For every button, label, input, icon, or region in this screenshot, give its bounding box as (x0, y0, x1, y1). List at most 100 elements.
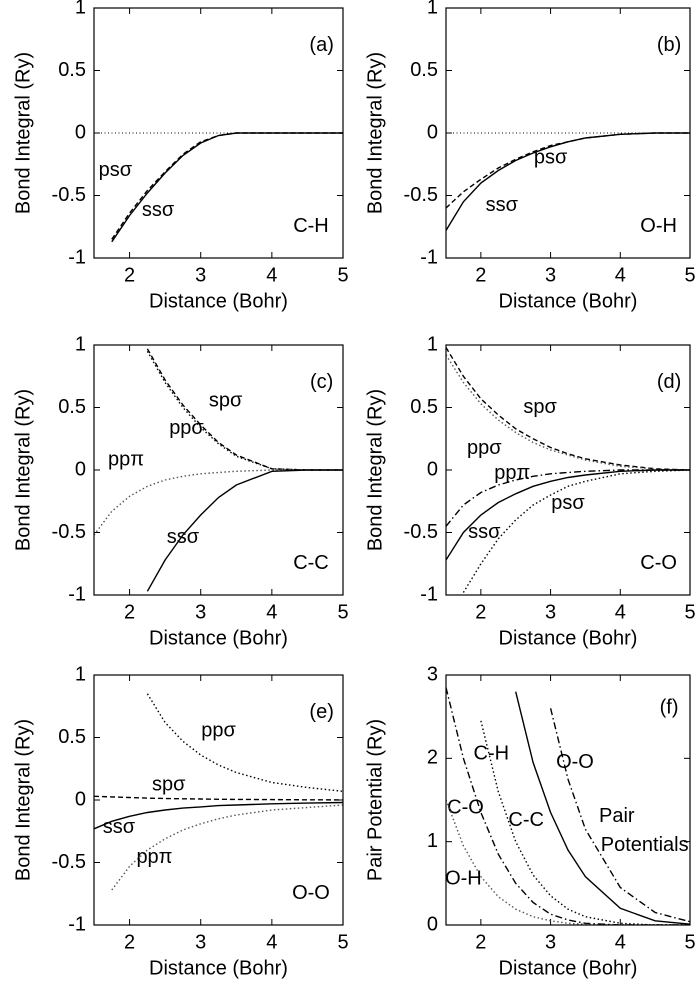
y-tick-label: -1 (420, 583, 438, 605)
curve-label: psσ (534, 146, 568, 168)
x-tick-label: 2 (124, 264, 135, 286)
annotation: (f) (660, 697, 679, 719)
curve-label: spσ (152, 773, 186, 795)
annotation: C-C (293, 552, 329, 574)
y-tick-label: 0.5 (410, 396, 438, 418)
panel: -1 -0.5 0 0.5 1 2 3 4 5 Distance (Bohr) Bond Integ… (12, 333, 348, 649)
y-tick-label: 0 (427, 458, 438, 480)
x-tick-label: 3 (195, 601, 206, 623)
x-tick-label: 3 (195, 264, 206, 286)
curve (515, 691, 690, 925)
curve-label: ssσ (468, 521, 501, 543)
curve-label: ssσ (167, 526, 200, 548)
x-tick-label: 4 (615, 931, 626, 953)
x-tick-label: 5 (337, 931, 348, 953)
curve-label: ssσ (486, 194, 519, 216)
x-tick-label: 5 (337, 264, 348, 286)
y-tick-label: 1 (427, 333, 438, 355)
y-tick-label: 3 (427, 663, 438, 685)
y-tick-label: -0.5 (52, 521, 86, 543)
annotation: Potentials (601, 834, 689, 856)
panel: -1 -0.5 0 0.5 1 2 3 4 5 Distance (Bohr) Bond Integ… (364, 0, 695, 312)
y-axis-label: Pair Potential (Ry) (364, 719, 386, 881)
y-tick-label: -0.5 (52, 851, 86, 873)
y-tick-label: 1 (427, 0, 438, 18)
x-tick-label: 2 (124, 931, 135, 953)
curve (549, 708, 690, 923)
curve-label: spσ (523, 396, 557, 418)
x-axis-label: Distance (Bohr) (149, 957, 288, 979)
curve (446, 132, 690, 231)
panel: 0 1 2 3 2 3 4 5 Distance (Bohr) Pair Potential (R… (364, 663, 695, 979)
curve (146, 350, 343, 471)
x-tick-label: 5 (684, 601, 695, 623)
curve (94, 801, 343, 830)
curve-label: ssσ (103, 816, 136, 838)
curve-label: ppσ (169, 417, 204, 439)
curve (446, 469, 690, 527)
curve (480, 720, 690, 925)
panel: -1 -0.5 0 0.5 1 2 3 4 5 Distance (Bohr) Bond Integ… (364, 333, 695, 649)
annotation: O-H (640, 215, 677, 237)
plot-frame (445, 674, 691, 926)
x-tick-label: 3 (545, 931, 556, 953)
curve-label: ppσ (201, 720, 236, 742)
curve (146, 348, 343, 471)
x-tick-label: 5 (684, 264, 695, 286)
plot-frame (93, 7, 344, 259)
x-tick-label: 3 (545, 601, 556, 623)
curve (446, 469, 690, 561)
curve-label: ppπ (494, 462, 530, 484)
annotation: (a) (309, 34, 333, 56)
curve-label: ppπ (136, 846, 172, 868)
y-tick-label: -0.5 (404, 521, 438, 543)
curve-label: ssσ (142, 199, 175, 221)
x-tick-label: 5 (337, 601, 348, 623)
x-tick-label: 3 (545, 264, 556, 286)
curve-label: spσ (209, 390, 243, 412)
y-tick-label: 0 (75, 458, 86, 480)
y-axis-label: Bond Integral (Ry) (364, 52, 386, 214)
x-tick-label: 4 (266, 931, 277, 953)
plot-frame (93, 674, 344, 926)
curve-label: O-H (445, 867, 482, 889)
annotation: C-O (640, 552, 677, 574)
curve (446, 799, 690, 925)
y-tick-label: 0.5 (58, 726, 86, 748)
annotation: (b) (657, 34, 681, 56)
curve-label: ppσ (467, 437, 502, 459)
y-tick-label: -1 (420, 246, 438, 268)
x-tick-label: 4 (615, 264, 626, 286)
y-tick-label: 0 (427, 121, 438, 143)
panel: -1 -0.5 0 0.5 1 2 3 4 5 Distance (Bohr) Bond Integ… (12, 663, 348, 979)
y-tick-label: -0.5 (52, 184, 86, 206)
x-tick-label: 2 (475, 601, 486, 623)
y-tick-label: -0.5 (404, 184, 438, 206)
x-axis-label: Distance (Bohr) (149, 290, 288, 312)
annotation: C-H (293, 215, 329, 237)
curve (94, 795, 343, 801)
y-axis-label: Bond Integral (Ry) (364, 389, 386, 551)
curve-label: C-C (508, 809, 544, 831)
y-tick-label: 0.5 (58, 59, 86, 81)
y-tick-label: 0 (75, 121, 86, 143)
plot-frame (445, 7, 691, 259)
y-tick-label: 0.5 (58, 396, 86, 418)
y-tick-label: 1 (75, 0, 86, 18)
x-axis-label: Distance (Bohr) (499, 627, 638, 649)
y-tick-label: 0 (75, 788, 86, 810)
y-tick-label: -1 (68, 583, 86, 605)
x-tick-label: 2 (475, 931, 486, 953)
y-tick-label: 0 (427, 913, 438, 935)
x-tick-label: 2 (124, 601, 135, 623)
curve-label: psσ (99, 159, 133, 181)
annotation: O-O (292, 882, 330, 904)
annotation: (d) (657, 371, 681, 393)
y-tick-label: -1 (68, 246, 86, 268)
x-axis-label: Distance (Bohr) (499, 957, 638, 979)
y-tick-label: 0.5 (410, 59, 438, 81)
panel: -1 -0.5 0 0.5 1 2 3 4 5 Distance (Bohr) Bond Integ… (12, 0, 348, 312)
curve (446, 132, 690, 209)
curve (111, 132, 343, 240)
